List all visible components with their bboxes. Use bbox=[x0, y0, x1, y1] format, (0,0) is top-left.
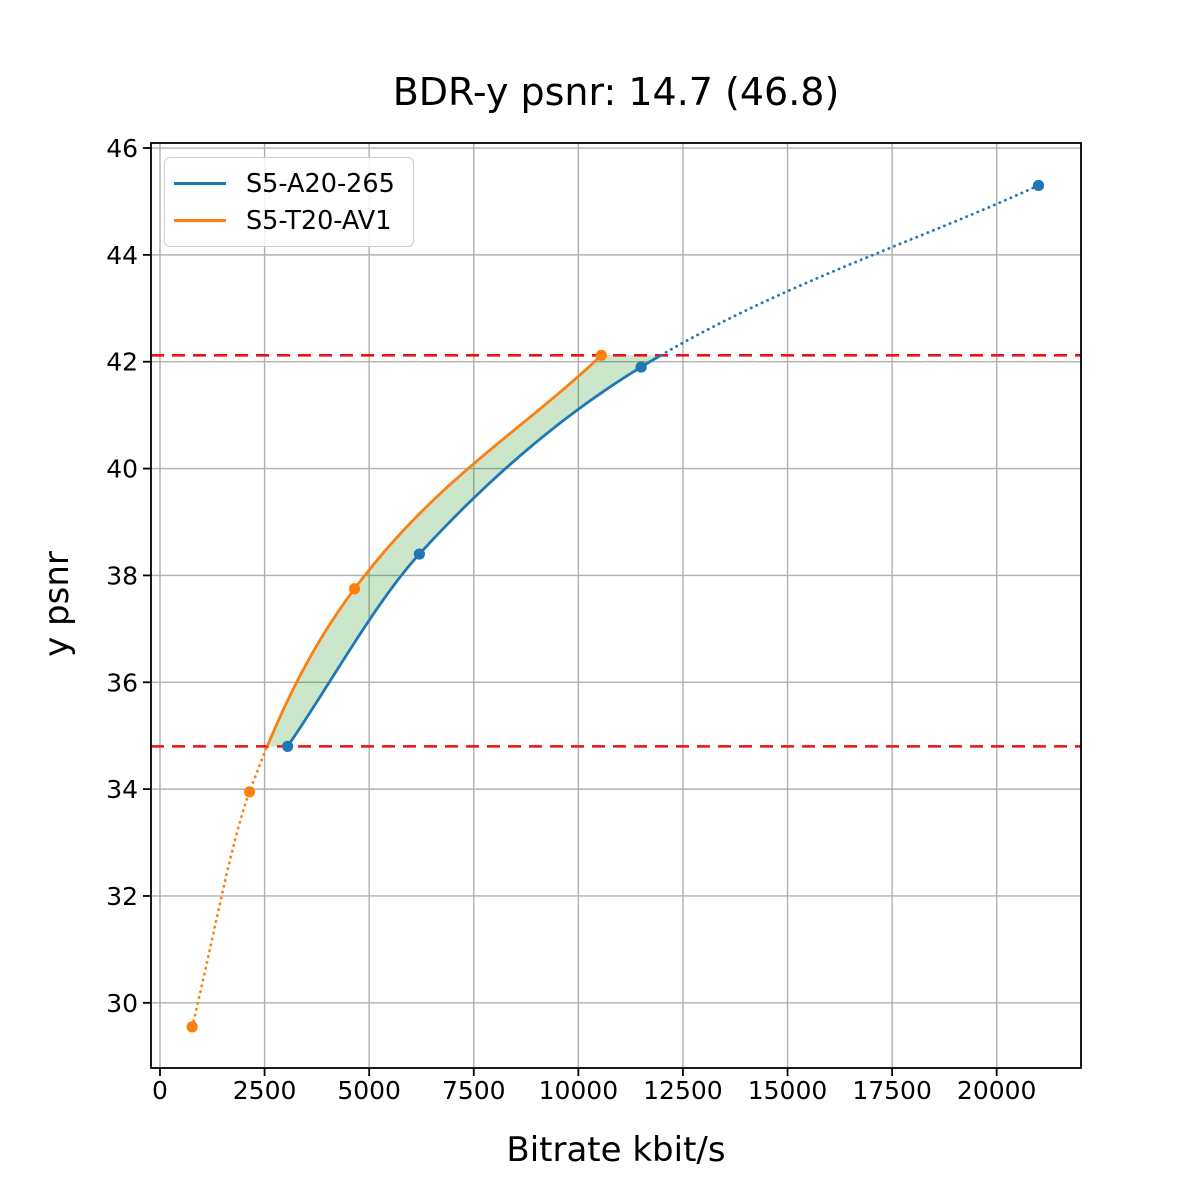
series-line-dotted-S5-T20-AV1 bbox=[190, 744, 269, 1029]
bd-shaded-region bbox=[267, 355, 661, 747]
y-tick-label: 34 bbox=[106, 775, 138, 804]
plot-spines bbox=[150, 142, 1082, 1069]
chart-title: BDR-y psnr: 14.7 (46.8) bbox=[392, 70, 840, 114]
legend-line-sample-orange bbox=[174, 218, 226, 223]
x-tick-label: 17500 bbox=[852, 1076, 932, 1105]
data-point-S5-A20-265 bbox=[281, 740, 294, 752]
data-point-S5-T20-AV1 bbox=[243, 786, 256, 798]
x-tick-label: 10000 bbox=[539, 1076, 619, 1105]
x-tick-label: 12500 bbox=[643, 1076, 723, 1105]
data-point-S5-T20-AV1 bbox=[186, 1021, 198, 1033]
y-tick-label: 32 bbox=[106, 882, 138, 911]
x-tick-label: 15000 bbox=[748, 1076, 828, 1105]
x-tick-label: 0 bbox=[152, 1076, 168, 1105]
legend-entry: S5-A20-265 bbox=[174, 165, 395, 202]
y-tick-label: 40 bbox=[106, 455, 138, 484]
y-tick-label: 42 bbox=[106, 348, 138, 377]
x-tick-label: 5000 bbox=[337, 1076, 401, 1105]
data-point-S5-A20-265 bbox=[413, 548, 425, 560]
y-tick-label: 44 bbox=[106, 241, 138, 270]
series-line-solid-S5-A20-265 bbox=[286, 354, 662, 748]
data-point-S5-T20-AV1 bbox=[348, 583, 361, 595]
y-tick-label: 46 bbox=[106, 134, 138, 163]
legend-line-sample-blue bbox=[174, 181, 226, 186]
x-tick-label: 2500 bbox=[233, 1076, 297, 1105]
y-tick-label: 38 bbox=[106, 561, 138, 590]
x-tick-label: 7500 bbox=[442, 1076, 506, 1105]
x-tick-label: 20000 bbox=[957, 1076, 1037, 1105]
y-tick-label: 36 bbox=[106, 668, 138, 697]
data-point-S5-T20-AV1 bbox=[595, 349, 607, 361]
legend-label: S5-A20-265 bbox=[246, 168, 395, 199]
legend-label: S5-T20-AV1 bbox=[246, 205, 392, 236]
plot-background bbox=[151, 143, 1081, 1068]
legend-entry: S5-T20-AV1 bbox=[174, 202, 395, 239]
x-axis-label: Bitrate kbit/s bbox=[506, 1130, 726, 1170]
series-line-solid-S5-T20-AV1 bbox=[265, 354, 603, 747]
legend: S5-A20-265 S5-T20-AV1 bbox=[164, 157, 414, 247]
data-point-S5-A20-265 bbox=[1032, 179, 1045, 192]
y-tick-label: 30 bbox=[106, 989, 138, 1018]
data-point-S5-A20-265 bbox=[635, 361, 647, 373]
